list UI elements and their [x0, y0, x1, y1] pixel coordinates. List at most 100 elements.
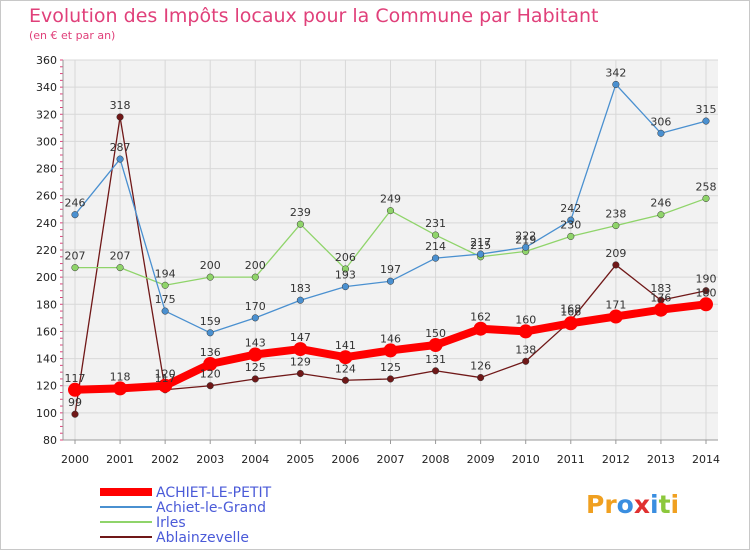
x-tick-label: 2012: [602, 453, 630, 466]
x-tick-label: 2010: [512, 453, 540, 466]
logo-letter: P: [586, 490, 605, 519]
data-label: 242: [560, 202, 581, 215]
data-label: 171: [605, 299, 626, 312]
data-point: [477, 374, 485, 382]
data-label: 176: [650, 292, 671, 305]
data-point: [657, 211, 665, 219]
data-label: 200: [200, 259, 221, 272]
data-point: [251, 375, 259, 383]
data-label: 141: [335, 339, 356, 352]
data-label: 246: [650, 197, 671, 210]
data-point: [567, 216, 575, 224]
data-label: 150: [425, 327, 446, 340]
data-point: [563, 316, 578, 331]
x-tick-label: 2003: [196, 453, 224, 466]
data-label: 342: [605, 66, 626, 79]
x-tick-label: 2006: [331, 453, 359, 466]
data-label: 146: [380, 332, 401, 345]
data-label: 222: [515, 229, 536, 242]
data-point: [116, 155, 124, 163]
data-label: 315: [696, 103, 717, 116]
data-point: [432, 254, 440, 262]
logo-letter: o: [616, 490, 634, 519]
data-label: 143: [245, 337, 266, 350]
x-tick-label: 2013: [647, 453, 675, 466]
data-label: 147: [290, 331, 311, 344]
data-label: 231: [425, 217, 446, 230]
data-point: [386, 375, 395, 383]
data-label: 287: [110, 141, 131, 154]
legend-label: Irles: [156, 515, 186, 531]
data-point: [383, 343, 398, 358]
data-label: 258: [696, 180, 717, 193]
y-tick-label: 220: [36, 244, 57, 257]
data-label: 219: [515, 233, 536, 246]
x-tick-label: 2001: [106, 453, 134, 466]
data-point: [71, 410, 79, 418]
data-point: [518, 324, 533, 339]
data-point: [567, 232, 575, 240]
chart-subtitle: (en € et par an): [29, 29, 116, 42]
logo-letter: t: [658, 490, 671, 519]
data-label: 120: [200, 368, 221, 381]
data-point: [608, 309, 623, 324]
data-point: [206, 382, 214, 390]
data-point: [296, 369, 304, 378]
data-label: 214: [425, 240, 446, 253]
data-label: 197: [380, 263, 401, 276]
y-tick-label: 140: [36, 353, 57, 366]
x-tick-label: 2008: [422, 453, 450, 466]
legend-label: Achiet-le-Grand: [156, 500, 266, 516]
data-point: [432, 367, 440, 375]
y-tick-label: 280: [36, 163, 57, 176]
data-label: 170: [245, 300, 266, 313]
data-label: 168: [560, 303, 581, 316]
data-label: 200: [245, 259, 266, 272]
y-tick-label: 260: [36, 190, 57, 203]
data-label: 180: [696, 286, 717, 299]
data-point: [341, 376, 349, 384]
data-point: [203, 357, 218, 371]
data-point: [612, 261, 620, 269]
data-point: [296, 296, 304, 304]
data-label: 125: [245, 361, 266, 374]
y-tick-label: 360: [36, 54, 57, 67]
data-label: 125: [380, 361, 401, 374]
data-label: 194: [155, 267, 176, 280]
x-tick-label: 2011: [557, 453, 585, 466]
data-point: [522, 357, 530, 365]
data-point: [612, 222, 620, 230]
data-label: 206: [335, 251, 356, 264]
data-point: [702, 194, 710, 202]
data-point: [68, 382, 82, 397]
logo-letter: i: [670, 490, 680, 519]
y-tick-label: 160: [36, 325, 57, 338]
data-label: 215: [470, 239, 491, 252]
data-label: 138: [515, 343, 536, 356]
data-point: [699, 297, 713, 312]
logo-letter: i: [650, 490, 659, 519]
data-label: 124: [335, 362, 356, 375]
data-point: [296, 220, 304, 228]
x-tick-label: 2004: [241, 453, 269, 466]
data-point: [341, 265, 349, 273]
data-label: 162: [470, 311, 491, 324]
data-label: 306: [650, 115, 671, 128]
data-point: [248, 347, 263, 362]
data-label: 217: [470, 236, 491, 249]
data-label: 117: [65, 372, 86, 385]
y-tick-label: 200: [36, 271, 57, 284]
data-label: 159: [200, 315, 221, 328]
data-point: [657, 129, 665, 137]
logo-letter: r: [604, 490, 617, 519]
data-label: 129: [290, 356, 311, 369]
y-tick-label: 120: [36, 380, 57, 393]
data-point: [206, 329, 214, 337]
data-label: 318: [110, 99, 131, 112]
data-point: [428, 338, 443, 352]
data-label: 209: [605, 247, 626, 260]
data-point: [612, 80, 620, 88]
data-point: [341, 283, 349, 291]
data-point: [206, 273, 214, 281]
